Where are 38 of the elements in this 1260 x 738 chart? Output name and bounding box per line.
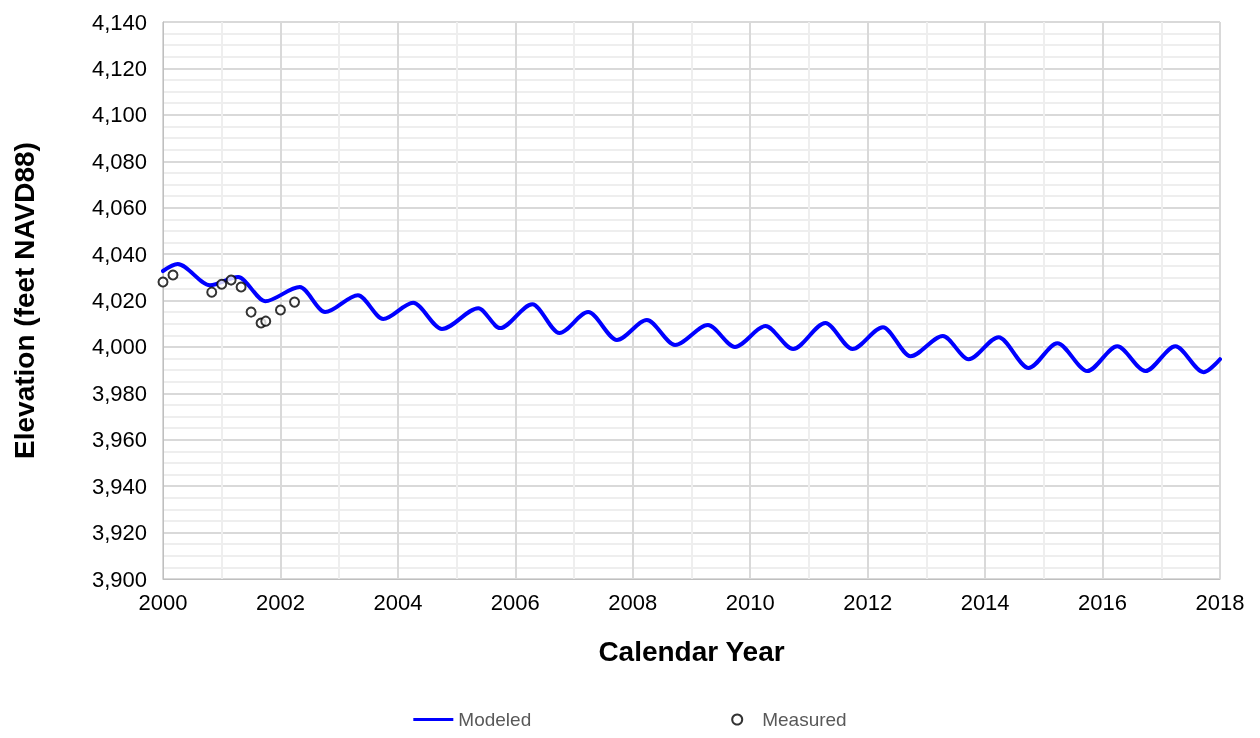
y-tick-label: 4,080: [91, 148, 147, 174]
y-tick-label: 4,040: [91, 241, 147, 267]
x-tick-label: 2002: [255, 589, 305, 615]
point: [235, 281, 247, 293]
point: [167, 269, 179, 281]
x-tick-label: 2006: [490, 589, 540, 615]
point: [225, 274, 237, 286]
point: [274, 304, 286, 316]
x-tick-label: 2014: [960, 589, 1010, 615]
x-tick-label: 2010: [725, 589, 775, 615]
point: [216, 278, 228, 290]
legend-label: Modeled: [458, 709, 532, 730]
y-tick-label: 4,060: [91, 195, 147, 221]
x-tick-label: 2018: [1195, 589, 1245, 615]
y-axis-title: Elevation (feet NAVD88): [8, 142, 40, 459]
y-tick-label: 3,940: [91, 473, 147, 499]
y-tick-label: 3,900: [91, 566, 147, 592]
x-tick-label: 2004: [373, 589, 423, 615]
point: [289, 296, 301, 308]
y-tick-label: 4,120: [91, 55, 147, 81]
point: [157, 276, 169, 288]
line-series: [161, 262, 1222, 375]
y-tick-label: 4,020: [91, 288, 147, 313]
y-tick-label: 4,100: [91, 102, 147, 128]
point: [260, 315, 272, 327]
x-axis-title: Calendar Year: [598, 635, 785, 667]
y-tick-label: 3,920: [91, 520, 147, 546]
x-tick-label: 2012: [843, 589, 893, 615]
x-tick-label: 2016: [1078, 589, 1128, 615]
y-tick-label: 4,140: [91, 9, 147, 35]
y-tick-label: 3,960: [91, 427, 147, 453]
point: [206, 286, 218, 298]
point: [245, 306, 257, 318]
y-tick-label: 4,000: [91, 334, 147, 360]
y-tick-label: 3,980: [91, 380, 147, 406]
x-tick-label: 2008: [608, 589, 658, 615]
legend-label: Measured: [762, 709, 847, 730]
x-tick-label: 2000: [138, 589, 188, 615]
